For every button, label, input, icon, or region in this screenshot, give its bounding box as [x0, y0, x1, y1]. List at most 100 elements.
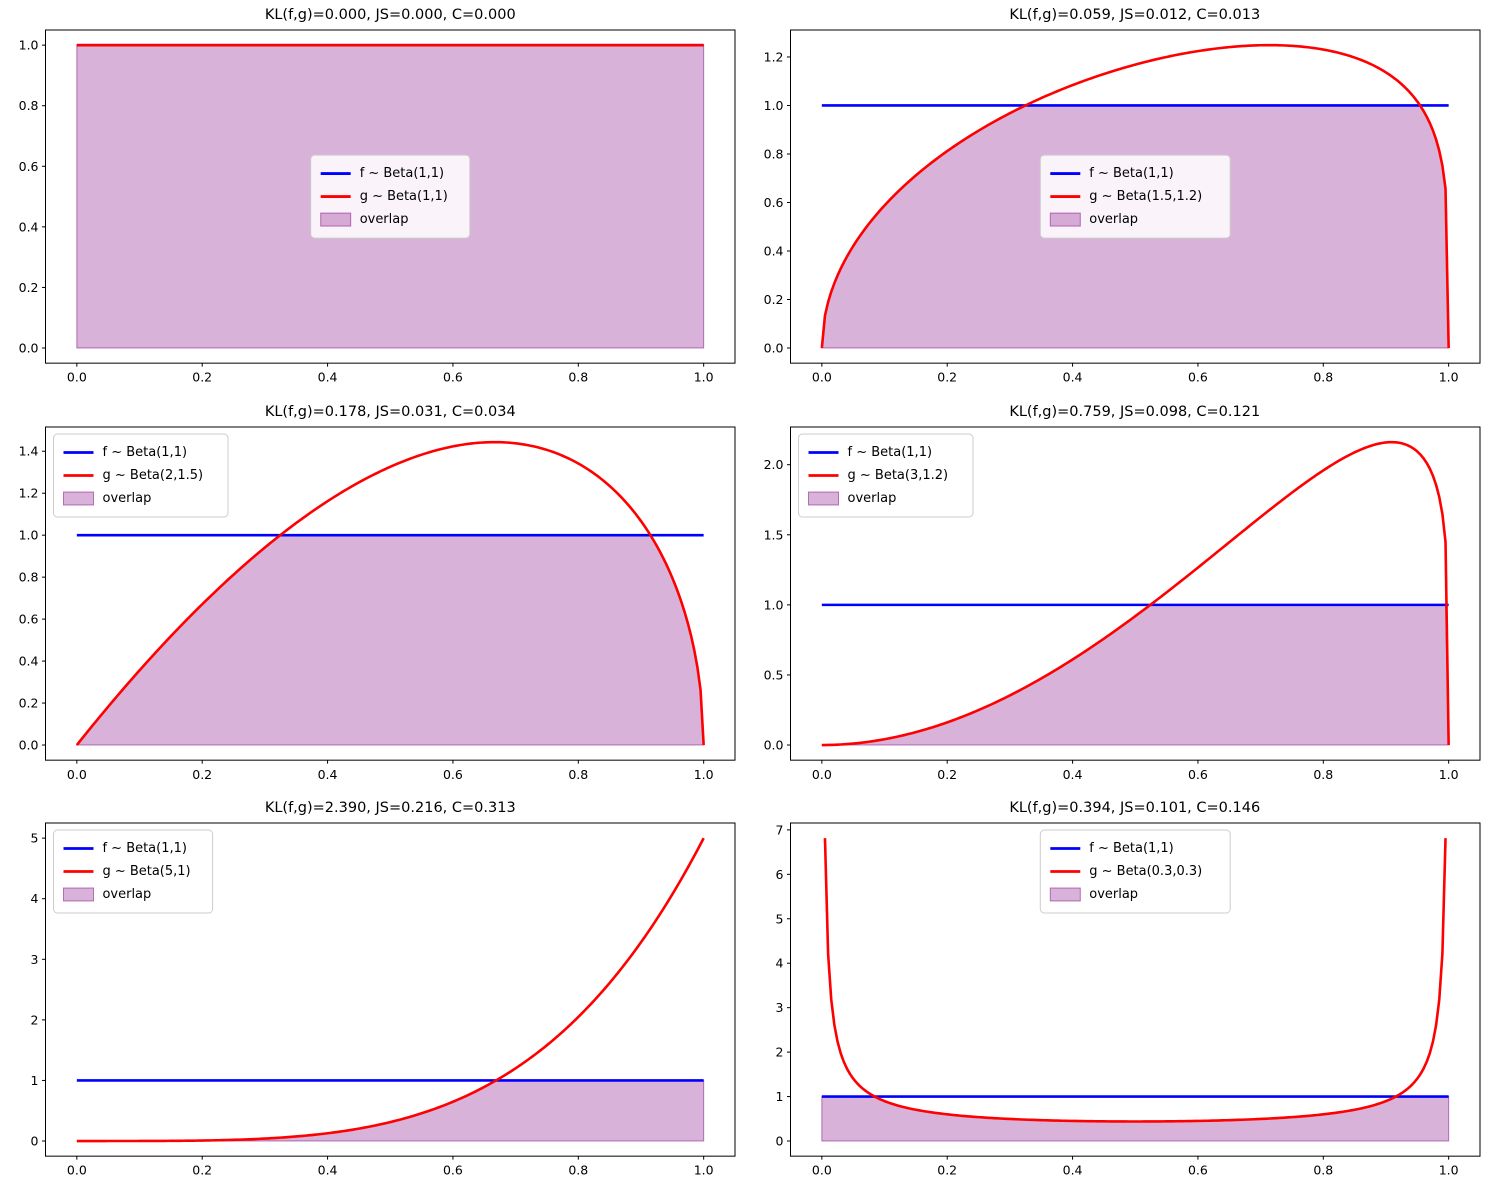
- legend: f ~ Beta(1,1) g ~ Beta(1,1) overlap: [310, 154, 471, 239]
- y-tick-label: 0.2: [19, 695, 39, 710]
- legend-overlap-patch: [1049, 887, 1081, 902]
- y-tick-label: 0.0: [763, 341, 783, 356]
- x-axis-ticks: 0.0 0.2 0.4 0.6 0.8 1.0: [67, 759, 714, 781]
- x-tick-label: 0.2: [937, 1163, 957, 1178]
- y-tick-label: 1.0: [763, 597, 783, 612]
- y-tick-label: 0.0: [763, 737, 783, 752]
- y-axis-ticks: 0.0 0.2 0.4 0.6 0.8 1.0 1.2 1.4: [19, 443, 46, 752]
- x-tick-label: 0.8: [1313, 766, 1333, 781]
- y-tick-label: 6: [775, 867, 783, 882]
- x-tick-label: 1.0: [694, 370, 714, 385]
- subplot-4: KL(f,g)=0.759, JS=0.098, C=0.121 0.0 0.2 0…: [745, 397, 1489, 794]
- axes-frame: [45, 822, 736, 1157]
- y-tick-label: 1: [31, 1073, 39, 1088]
- x-tick-label: 0.0: [67, 370, 87, 385]
- y-axis-ticks: 0 1 2 3 4 5 6 7: [775, 823, 790, 1149]
- legend-box: [53, 433, 229, 518]
- y-tick-label: 0.2: [19, 280, 39, 295]
- axes-frame: [45, 29, 736, 364]
- y-tick-label: 1.0: [763, 98, 783, 113]
- plot-title: KL(f,g)=0.000, JS=0.000, C=0.000: [264, 7, 516, 23]
- subplot-5: KL(f,g)=2.390, JS=0.216, C=0.313 0.0 0.2 0…: [0, 793, 745, 1190]
- y-tick-label: 0.2: [763, 292, 783, 307]
- x-tick-label: 0.6: [443, 1163, 463, 1178]
- x-axis-ticks: 0.0 0.2 0.4 0.6 0.8 1.0: [811, 363, 1458, 385]
- y-tick-label: 1.4: [19, 443, 39, 458]
- legend-box: [1039, 829, 1231, 914]
- subplot-3: KL(f,g)=0.178, JS=0.031, C=0.034 0.0 0.2 0…: [0, 397, 745, 794]
- g-curve: [76, 837, 705, 1143]
- legend-label: overlap: [103, 887, 152, 902]
- legend: f ~ Beta(1,1) g ~ Beta(0.3,0.3) overlap: [1039, 829, 1231, 914]
- legend-label: f ~ Beta(1,1): [360, 166, 444, 181]
- overlap-fill: [76, 1080, 705, 1142]
- x-tick-label: 1.0: [694, 1163, 714, 1178]
- legend: f ~ Beta(1,1) g ~ Beta(2,1.5) overlap: [53, 433, 229, 518]
- legend-label: f ~ Beta(1,1): [1089, 841, 1173, 856]
- x-tick-label: 0.6: [443, 370, 463, 385]
- x-tick-label: 1.0: [1438, 766, 1458, 781]
- legend-box: [1039, 154, 1231, 239]
- y-tick-label: 1.2: [19, 485, 39, 500]
- legend-label: f ~ Beta(1,1): [103, 841, 187, 856]
- x-tick-label: 0.0: [811, 1163, 831, 1178]
- plot-title: KL(f,g)=2.390, JS=0.216, C=0.313: [264, 800, 516, 817]
- subplot-1: KL(f,g)=0.000, JS=0.000, C=0.000 0.0 0.2 0…: [0, 0, 745, 397]
- axes-frame: [789, 426, 1480, 761]
- x-tick-label: 1.0: [694, 766, 714, 781]
- x-tick-label: 0.8: [568, 370, 588, 385]
- legend-label: f ~ Beta(1,1): [103, 445, 188, 460]
- y-tick-label: 1.0: [19, 527, 39, 542]
- legend-label: overlap: [103, 491, 152, 506]
- x-tick-label: 0.8: [1313, 1163, 1333, 1178]
- legend-label: overlap: [360, 212, 409, 227]
- y-tick-label: 0.6: [763, 195, 783, 210]
- x-tick-label: 1.0: [1438, 1163, 1458, 1178]
- x-tick-label: 0.6: [1188, 1163, 1208, 1178]
- y-tick-label: 4: [31, 892, 39, 907]
- x-axis-ticks: 0.0 0.2 0.4 0.6 0.8 1.0: [811, 759, 1458, 781]
- g-curve: [820, 43, 1450, 349]
- legend-label: g ~ Beta(3,1.2): [847, 468, 948, 483]
- x-tick-label: 0.4: [1062, 1163, 1082, 1178]
- x-axis-ticks: 0.0 0.2 0.4 0.6 0.8 1.0: [811, 1156, 1458, 1178]
- y-tick-label: 5: [31, 831, 39, 846]
- x-tick-label: 0.4: [318, 370, 338, 385]
- legend-label: g ~ Beta(5,1): [103, 864, 191, 879]
- axes-frame: [789, 822, 1480, 1157]
- y-tick-label: 0.5: [763, 667, 783, 682]
- plot-canvas: 0.0 0.2 0.4 0.6 0.8 1.0 0.0 0.2 0.4 0.6 0.8 1.0 1.2 1…: [19, 426, 736, 781]
- y-tick-label: 0.8: [19, 98, 39, 113]
- legend-overlap-patch: [63, 491, 94, 506]
- y-axis-ticks: 0 1 2 3 4 5: [31, 831, 46, 1149]
- x-axis-ticks: 0.0 0.2 0.4 0.6 0.8 1.0: [67, 1156, 714, 1178]
- y-tick-label: 2: [31, 1013, 39, 1028]
- x-tick-label: 0.2: [937, 766, 957, 781]
- x-tick-label: 0.8: [568, 1163, 588, 1178]
- plot-title: KL(f,g)=0.394, JS=0.101, C=0.146: [1009, 800, 1261, 817]
- y-tick-label: 2: [775, 1045, 783, 1060]
- y-tick-label: 0.4: [763, 244, 783, 259]
- legend-label: g ~ Beta(2,1.5): [103, 468, 204, 483]
- legend-label: overlap: [1089, 887, 1138, 902]
- x-tick-label: 0.0: [67, 766, 87, 781]
- axes-frame: [45, 426, 736, 761]
- x-tick-label: 0.6: [443, 766, 463, 781]
- x-axis-ticks: 0.0 0.2 0.4 0.6 0.8 1.0: [67, 363, 714, 385]
- y-tick-label: 0.6: [19, 611, 39, 626]
- g-curve: [823, 838, 1447, 1124]
- y-axis-ticks: 0.0 0.2 0.4 0.6 0.8 1.0: [19, 38, 46, 356]
- legend-overlap-patch: [807, 491, 839, 506]
- y-tick-label: 3: [775, 1000, 783, 1015]
- overlap-fill: [820, 1096, 1449, 1142]
- legend-label: g ~ Beta(0.3,0.3): [1089, 864, 1202, 879]
- x-tick-label: 0.8: [568, 766, 588, 781]
- y-tick-label: 3: [31, 952, 39, 967]
- x-tick-label: 0.4: [1062, 370, 1082, 385]
- y-tick-label: 0.0: [19, 737, 39, 752]
- legend: f ~ Beta(1,1) g ~ Beta(3,1.2) overlap: [797, 433, 973, 518]
- legend-label: g ~ Beta(1.5,1.2): [1089, 189, 1202, 204]
- legend-label: f ~ Beta(1,1): [1089, 166, 1173, 181]
- legend: f ~ Beta(1,1) g ~ Beta(5,1) overlap: [53, 829, 214, 914]
- y-axis-ticks: 0.0 0.5 1.0 1.5 2.0: [763, 457, 790, 752]
